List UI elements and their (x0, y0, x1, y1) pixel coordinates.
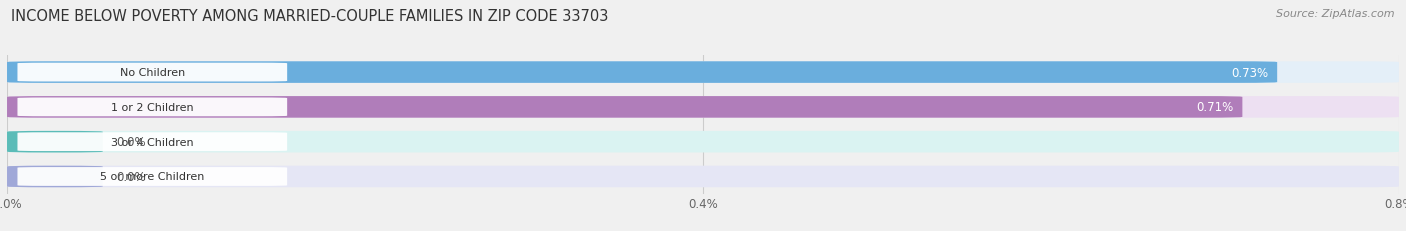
FancyBboxPatch shape (17, 63, 287, 82)
FancyBboxPatch shape (7, 166, 103, 187)
FancyBboxPatch shape (17, 98, 287, 117)
FancyBboxPatch shape (7, 166, 1399, 187)
Text: No Children: No Children (120, 68, 186, 78)
Text: 1 or 2 Children: 1 or 2 Children (111, 102, 194, 112)
Text: 0.0%: 0.0% (117, 136, 146, 149)
FancyBboxPatch shape (7, 131, 1399, 153)
Text: 3 or 4 Children: 3 or 4 Children (111, 137, 194, 147)
Text: 0.73%: 0.73% (1232, 66, 1268, 79)
FancyBboxPatch shape (7, 62, 1277, 83)
Text: 5 or more Children: 5 or more Children (100, 172, 204, 182)
FancyBboxPatch shape (7, 97, 1243, 118)
Text: 0.0%: 0.0% (117, 170, 146, 183)
Text: 0.71%: 0.71% (1197, 101, 1233, 114)
FancyBboxPatch shape (7, 62, 1399, 83)
FancyBboxPatch shape (7, 97, 1399, 118)
Text: Source: ZipAtlas.com: Source: ZipAtlas.com (1277, 9, 1395, 19)
Text: INCOME BELOW POVERTY AMONG MARRIED-COUPLE FAMILIES IN ZIP CODE 33703: INCOME BELOW POVERTY AMONG MARRIED-COUPL… (11, 9, 609, 24)
FancyBboxPatch shape (17, 167, 287, 186)
FancyBboxPatch shape (17, 133, 287, 152)
FancyBboxPatch shape (7, 131, 103, 153)
